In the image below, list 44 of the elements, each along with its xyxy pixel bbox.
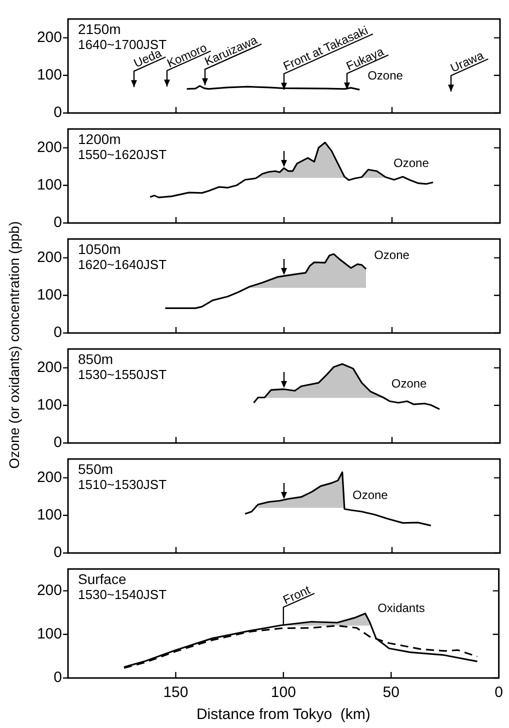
- annotation: Front: [280, 582, 313, 607]
- chart-title: 550m: [78, 460, 114, 477]
- y-tick-label: 100: [36, 396, 62, 414]
- y-tick-label: 0: [54, 434, 62, 452]
- y-tick-label: 100: [36, 66, 62, 84]
- x-tick-label: 100: [270, 684, 296, 702]
- text: 1640~1700JST: [78, 37, 167, 52]
- text: 1510~1530JST: [78, 477, 167, 492]
- y-tick-label: 0: [54, 104, 62, 122]
- y-tick-label: 200: [36, 582, 62, 599]
- chart-title: 1050m: [78, 240, 121, 257]
- y-tick-label: 200: [36, 248, 62, 266]
- y-tick-label: 0: [54, 214, 62, 232]
- series-label: Ozone: [352, 488, 388, 502]
- y-tick-label: 0: [54, 324, 62, 342]
- series-label: Ozone: [368, 68, 404, 83]
- y-tick-label: 0: [54, 669, 62, 686]
- x-tick-label: 0: [494, 684, 503, 702]
- x-tick-label: 150: [163, 684, 188, 702]
- y-tick-label: 200: [36, 468, 62, 486]
- y-tick-label: 200: [36, 138, 62, 156]
- chart-title: 850m: [78, 350, 114, 367]
- series-label: Ozone: [394, 156, 430, 170]
- series-label: Ozone: [391, 376, 428, 391]
- x-axis-title: Distance from Tokyo (km): [196, 706, 370, 724]
- text: 1550~1620JST: [78, 147, 167, 162]
- x-tick-label: 50: [382, 684, 400, 702]
- chart-title: 2150m: [78, 20, 121, 37]
- series-label: Oxidants: [378, 600, 425, 615]
- text: 1620~1640JST: [78, 257, 167, 272]
- y-tick-label: 200: [36, 28, 62, 46]
- text: 1530~1540JST: [78, 587, 167, 602]
- y-tick-label: 100: [36, 176, 62, 194]
- chart-title: 1200m: [78, 130, 121, 147]
- y-tick-label: 100: [36, 286, 62, 304]
- y-axis-title: Ozone (or oxidants) concentration (ppb): [6, 221, 22, 469]
- y-tick-label: 200: [36, 358, 62, 376]
- series-label: Ozone: [374, 248, 410, 262]
- annotation: Urawa: [448, 48, 486, 76]
- y-tick-label: 100: [36, 626, 62, 643]
- y-tick-label: 100: [36, 506, 62, 524]
- chart-title: Surface: [78, 570, 126, 587]
- text: 1530~1550JST: [78, 367, 167, 382]
- y-tick-label: 0: [54, 544, 62, 562]
